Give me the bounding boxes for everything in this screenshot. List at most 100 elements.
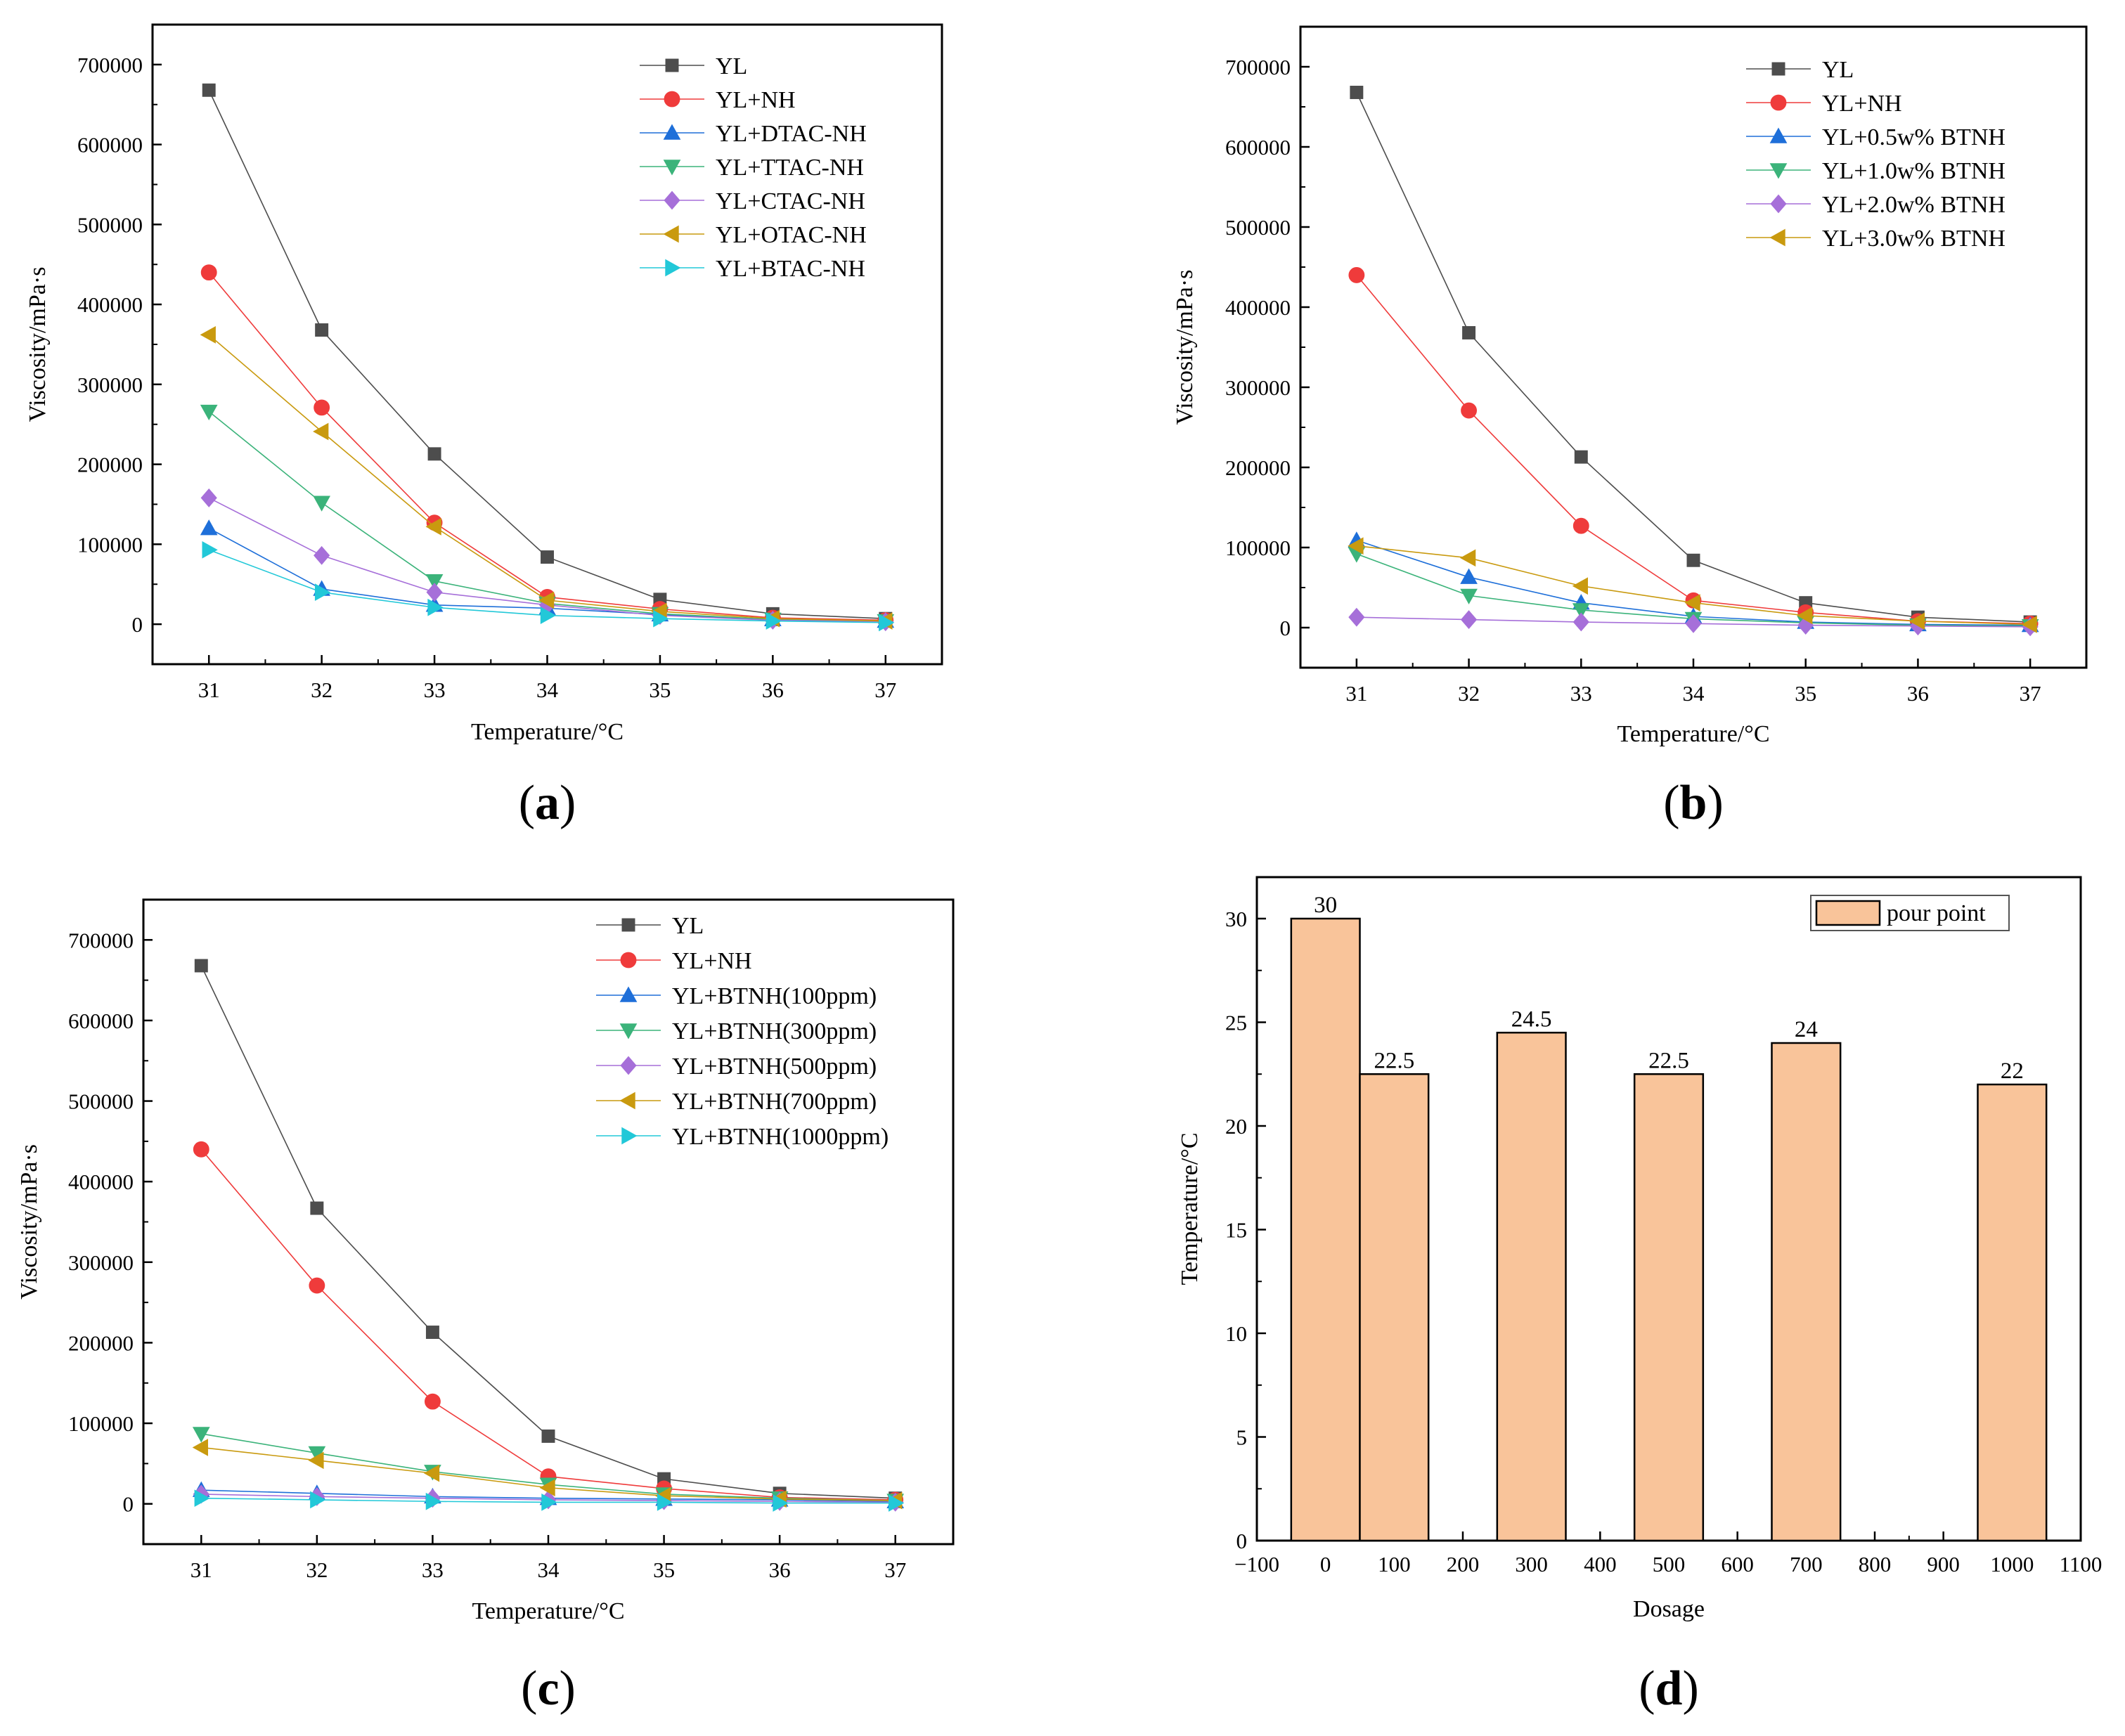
y-tick-label: 30 xyxy=(1225,907,1247,931)
data-point xyxy=(657,1494,673,1511)
y-axis-title: Viscosity/mPa·s xyxy=(1172,270,1198,425)
bar-value-label: 24.5 xyxy=(1511,1006,1552,1032)
y-tick-label: 400000 xyxy=(68,1170,134,1194)
legend-marker xyxy=(621,1127,638,1145)
y-axis-title: Viscosity/mPa·s xyxy=(16,1144,42,1300)
bar xyxy=(1290,917,1361,1542)
series-line xyxy=(208,272,886,621)
legend-label: YL+NH xyxy=(716,87,796,113)
data-point xyxy=(1462,326,1476,339)
data-point xyxy=(313,422,329,441)
y-tick-label: 0 xyxy=(132,612,143,637)
x-tick-label: 300 xyxy=(1515,1552,1548,1576)
data-point xyxy=(1350,86,1364,99)
data-point xyxy=(653,609,669,628)
legend-label: YL+NH xyxy=(1822,91,1902,117)
legend-marker xyxy=(619,1092,635,1110)
x-tick-label: 33 xyxy=(424,678,446,702)
x-tick-label: 37 xyxy=(874,678,896,702)
legend-label: YL+BTNH(100ppm) xyxy=(672,983,877,1009)
y-axis-title: Viscosity/mPa·s xyxy=(25,267,51,422)
y-tick-label: 600000 xyxy=(77,133,143,157)
series-yl-otac-nh xyxy=(200,326,893,630)
data-point xyxy=(1460,549,1476,567)
y-tick-label: 100000 xyxy=(68,1411,134,1436)
y-tick-label: 600000 xyxy=(1225,135,1291,160)
data-point xyxy=(309,1277,325,1294)
data-point xyxy=(308,1451,324,1470)
data-point xyxy=(1572,612,1589,632)
data-point xyxy=(1686,553,1700,567)
data-point xyxy=(1908,612,1925,630)
y-tick-label: 400000 xyxy=(1225,295,1291,320)
data-point xyxy=(539,1479,555,1497)
legend-marker xyxy=(664,91,680,108)
data-point xyxy=(889,1494,905,1512)
panel-label-close: ) xyxy=(560,1661,576,1716)
x-tick-label: 32 xyxy=(306,1557,328,1582)
x-tick-label: 33 xyxy=(1570,681,1592,706)
legend-marker xyxy=(664,190,680,210)
y-tick-label: 200000 xyxy=(68,1330,134,1355)
y-tick-label: 10 xyxy=(1225,1321,1247,1346)
data-point xyxy=(200,488,217,507)
data-point xyxy=(200,326,216,344)
x-tick-label: −100 xyxy=(1234,1552,1279,1576)
x-tick-label: 32 xyxy=(311,678,332,702)
legend-label: YL+3.0w% BTNH xyxy=(1822,226,2005,252)
data-point xyxy=(310,1201,324,1215)
bar-value-label: 22.5 xyxy=(1648,1048,1689,1073)
x-tick-label: 33 xyxy=(422,1557,444,1582)
data-point xyxy=(1460,568,1478,584)
y-tick-label: 400000 xyxy=(77,292,143,317)
series-line xyxy=(1356,274,2031,625)
panel-label-open: ( xyxy=(1639,1661,1655,1716)
y-tick-label: 200000 xyxy=(1225,455,1291,480)
x-tick-label: 37 xyxy=(2020,681,2041,706)
bar xyxy=(1496,1032,1567,1542)
legend-marker xyxy=(665,259,681,277)
series-yl-nh xyxy=(1348,266,2039,632)
x-axis-title: Temperature/°C xyxy=(472,1598,624,1624)
panel-label-open: ( xyxy=(521,1661,537,1716)
y-tick-label: 0 xyxy=(123,1492,134,1517)
data-point xyxy=(2021,616,2037,633)
y-tick-label: 300000 xyxy=(1225,375,1291,400)
y-tick-label: 700000 xyxy=(1225,55,1291,79)
data-point xyxy=(193,1141,209,1158)
y-tick-label: 700000 xyxy=(68,928,134,952)
legend-marker xyxy=(1770,94,1787,111)
data-point xyxy=(773,1494,789,1512)
data-point xyxy=(1348,607,1365,627)
y-tick-label: 300000 xyxy=(77,373,143,397)
legend-label: YL+BTNH(300ppm) xyxy=(672,1018,877,1044)
x-tick-label: 100 xyxy=(1378,1552,1411,1576)
x-tick-label: 35 xyxy=(1795,681,1816,706)
x-tick-label: 37 xyxy=(884,1557,906,1582)
data-point xyxy=(1460,610,1478,630)
x-tick-label: 700 xyxy=(1790,1552,1823,1576)
panel-label-letter: d xyxy=(1655,1661,1683,1716)
x-tick-label: 36 xyxy=(762,678,784,702)
data-point xyxy=(426,583,443,602)
data-point xyxy=(766,612,782,630)
x-tick-label: 34 xyxy=(538,1557,560,1582)
bar-value-label: 22 xyxy=(2001,1058,2024,1084)
legend-label: YL+TTAC-NH xyxy=(716,155,864,181)
y-tick-label: 15 xyxy=(1225,1218,1247,1243)
y-tick-label: 5 xyxy=(1236,1425,1248,1450)
y-tick-label: 600000 xyxy=(68,1009,134,1033)
data-point xyxy=(202,540,218,559)
y-tick-label: 0 xyxy=(1280,616,1291,640)
legend-marker xyxy=(665,58,679,72)
y-axis-title: Temperature/°C xyxy=(1177,1132,1203,1285)
x-tick-label: 36 xyxy=(769,1557,791,1582)
data-point xyxy=(314,399,330,416)
data-point xyxy=(315,323,329,337)
legend-label: YL xyxy=(672,913,704,939)
legend-marker xyxy=(1769,163,1788,179)
data-point xyxy=(425,1393,441,1410)
data-point xyxy=(192,1427,210,1443)
panel-label-letter: b xyxy=(1680,776,1707,830)
